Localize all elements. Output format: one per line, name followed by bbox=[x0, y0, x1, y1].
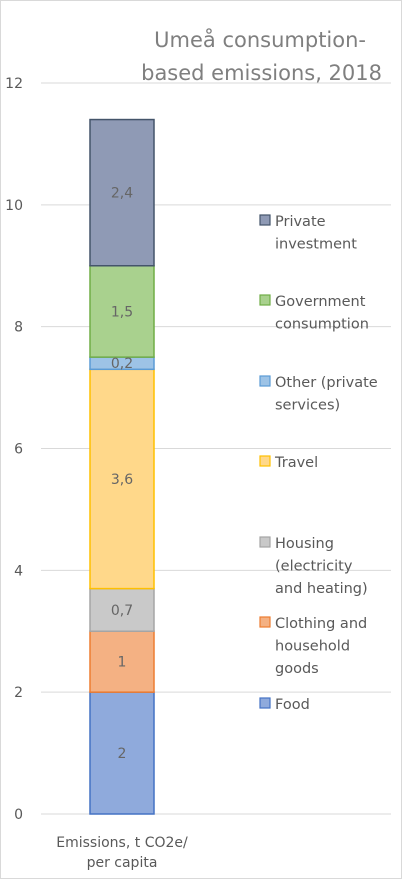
y-axis-ticks: 0 2 4 6 8 10 12 bbox=[5, 76, 23, 823]
legend-label-private-investment-line-2: investment bbox=[275, 237, 357, 253]
chart-title: Umeå consumption- based emissions, 2018 bbox=[141, 27, 382, 85]
bar-segment-government-consumption bbox=[89, 265, 155, 358]
legend-swatch-government-consumption bbox=[259, 294, 271, 306]
data-label-government-consumption: 1,5 bbox=[111, 304, 133, 320]
legend-label-housing-electricity-and-heating-line-1: Housing bbox=[275, 536, 334, 552]
stacked-bar bbox=[89, 118, 155, 815]
y-tick-label-2: 2 bbox=[14, 685, 23, 701]
legend-swatch-clothing-and-household-goods bbox=[259, 616, 271, 628]
legend-label-clothing-and-household-goods-line-1: Clothing and bbox=[275, 616, 367, 632]
segment-labels: 2 1 0,7 3,6 0,2 1,5 2,4 bbox=[111, 186, 133, 762]
legend-label-government-consumption-line-1: Government bbox=[275, 294, 366, 310]
legend-label-other-private-services-line-1: Other (private bbox=[275, 375, 378, 391]
legend-label-food-line-1: Food bbox=[275, 697, 310, 713]
y-tick-label-10: 10 bbox=[5, 198, 23, 214]
legend-swatch-housing-electricity-and-heating bbox=[259, 536, 271, 548]
legend-swatch-private-investment bbox=[259, 214, 271, 226]
x-axis-category-label: Emissions, t CO2e/per capita bbox=[56, 835, 188, 871]
data-label-clothing-and-household-goods: 1 bbox=[118, 655, 127, 671]
y-tick-label-6: 6 bbox=[14, 442, 23, 458]
legend-label-housing-electricity-and-heating-line-2: (electricity bbox=[275, 559, 353, 575]
legend-swatch-food bbox=[259, 697, 271, 709]
y-tick-label-8: 8 bbox=[14, 320, 23, 336]
chart-title-line-1: Umeå consumption- bbox=[154, 27, 366, 52]
category-label-line-2: per capita bbox=[87, 855, 158, 871]
legend-label-travel-line-1: Travel bbox=[274, 455, 318, 471]
data-label-travel: 3,6 bbox=[111, 472, 133, 488]
legend-label-government-consumption-line-2: consumption bbox=[275, 317, 369, 333]
legend-label-other-private-services-line-2: services) bbox=[275, 398, 340, 414]
y-tick-label-4: 4 bbox=[14, 563, 23, 579]
bar-segment-clothing-and-household-goods bbox=[89, 630, 155, 693]
category-label-line-1: Emissions, t CO2e/ bbox=[56, 835, 188, 851]
legend-swatch-other-private-services bbox=[259, 375, 271, 387]
y-tick-label-12: 12 bbox=[5, 76, 23, 92]
data-label-private-investment: 2,4 bbox=[111, 186, 133, 202]
chart-title-line-2: based emissions, 2018 bbox=[141, 61, 382, 85]
bar-segment-private-investment bbox=[89, 118, 155, 267]
data-label-other-private-services: 0,2 bbox=[111, 356, 133, 372]
bar-segment-food bbox=[89, 691, 155, 815]
legend-label-clothing-and-household-goods-line-3: goods bbox=[275, 661, 319, 677]
legend-swatch-travel bbox=[259, 455, 271, 467]
legend-label-clothing-and-household-goods-line-2: household bbox=[275, 639, 350, 655]
data-label-housing-electricity-and-heating: 0,7 bbox=[111, 603, 133, 619]
legend-label-private-investment-line-1: Private bbox=[275, 214, 326, 230]
legend-label-housing-electricity-and-heating-line-3: and heating) bbox=[275, 581, 368, 597]
bar-segment-housing-electricity-and-heating bbox=[89, 587, 155, 633]
bar-segment-travel bbox=[89, 368, 155, 590]
legend: Private investment Government consumption Ot… bbox=[259, 214, 378, 713]
y-tick-label-0: 0 bbox=[14, 807, 23, 823]
data-label-food: 2 bbox=[118, 746, 127, 762]
